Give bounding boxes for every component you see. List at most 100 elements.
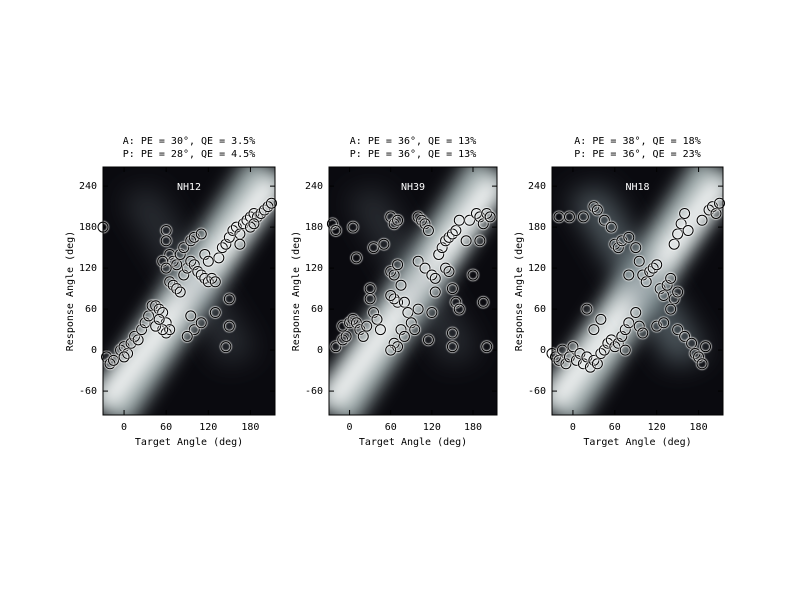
data-point xyxy=(241,214,253,226)
data-point xyxy=(710,207,722,219)
data-point xyxy=(446,228,458,240)
data-point xyxy=(591,358,603,370)
density-map xyxy=(329,167,497,415)
y-tick-label: 240 xyxy=(305,181,323,192)
data-point xyxy=(630,242,642,254)
data-point xyxy=(185,235,197,247)
data-point xyxy=(651,320,663,332)
data-point xyxy=(436,242,448,254)
data-point xyxy=(227,225,239,237)
data-point xyxy=(223,231,235,243)
density-map xyxy=(103,167,275,415)
data-point xyxy=(633,255,645,267)
data-point xyxy=(150,300,162,312)
data-point xyxy=(402,307,414,319)
data-point xyxy=(195,317,207,329)
data-point xyxy=(630,307,642,319)
data-point xyxy=(368,307,380,319)
chart-title: P: PE = 28°, QE = 4.5% xyxy=(123,149,255,160)
data-point xyxy=(392,259,404,271)
data-point xyxy=(605,221,617,233)
data-point xyxy=(326,218,338,230)
data-point xyxy=(707,201,719,213)
data-point xyxy=(104,358,116,370)
data-point xyxy=(443,266,455,278)
data-point xyxy=(609,341,621,353)
data-point xyxy=(422,225,434,237)
data-point xyxy=(340,330,352,342)
data-point xyxy=(385,344,397,356)
y-axis-label: Response Angle (deg) xyxy=(514,231,525,351)
subject-label: NH12 xyxy=(177,182,201,193)
data-point xyxy=(584,361,596,373)
data-point xyxy=(160,262,172,274)
data-point xyxy=(185,310,197,322)
data-point xyxy=(195,228,207,240)
data-point xyxy=(477,218,489,230)
data-point xyxy=(598,344,610,356)
data-point xyxy=(640,276,652,288)
x-tick-label: 180 xyxy=(241,422,259,433)
data-point xyxy=(122,348,134,360)
data-point xyxy=(429,272,441,284)
data-point xyxy=(337,334,349,346)
data-point xyxy=(160,235,172,247)
data-point xyxy=(703,204,715,216)
data-point xyxy=(385,266,397,278)
data-point xyxy=(202,255,214,267)
data-point xyxy=(654,283,666,295)
data-point xyxy=(251,211,263,223)
data-point xyxy=(426,269,438,281)
data-point xyxy=(153,313,165,325)
chart-title: A: PE = 30°, QE = 3.5% xyxy=(123,136,255,147)
data-point xyxy=(623,317,635,329)
data-point xyxy=(181,330,193,342)
panel: A: PE = 38°, QE = 18% P: PE = 36°, QE = 2… xyxy=(514,136,726,448)
data-point xyxy=(609,238,621,250)
data-point xyxy=(181,262,193,274)
data-point xyxy=(223,320,235,332)
data-point xyxy=(598,214,610,226)
data-point xyxy=(443,231,455,243)
data-point xyxy=(595,313,607,325)
data-point xyxy=(209,276,221,288)
data-point xyxy=(460,235,472,247)
y-tick-label: -60 xyxy=(305,386,323,397)
data-point xyxy=(647,262,659,274)
data-point xyxy=(146,300,158,312)
data-point xyxy=(679,207,691,219)
subject-label: NH39 xyxy=(401,182,425,193)
y-tick-label: 180 xyxy=(305,222,323,233)
data-point xyxy=(361,320,373,332)
data-point xyxy=(354,324,366,336)
data-point xyxy=(623,269,635,281)
data-point xyxy=(357,330,369,342)
data-point xyxy=(216,242,228,254)
data-point xyxy=(440,262,452,274)
data-point xyxy=(446,283,458,295)
data-point xyxy=(330,225,342,237)
data-point xyxy=(213,252,225,264)
data-point xyxy=(467,269,479,281)
data-point xyxy=(364,283,376,295)
data-point xyxy=(693,351,705,363)
data-point xyxy=(262,201,274,213)
data-point xyxy=(412,211,424,223)
density-secondary xyxy=(345,186,481,366)
data-point xyxy=(637,327,649,339)
data-point xyxy=(574,348,586,360)
data-point xyxy=(577,211,589,223)
data-point xyxy=(129,330,141,342)
y-tick-label: 180 xyxy=(528,222,546,233)
data-point xyxy=(392,296,404,308)
data-point xyxy=(392,341,404,353)
y-tick-label: 60 xyxy=(534,304,546,315)
data-point xyxy=(371,313,383,325)
data-point xyxy=(220,341,232,353)
y-tick-label: -60 xyxy=(79,386,97,397)
data-point xyxy=(167,255,179,267)
data-point xyxy=(563,211,575,223)
data-point xyxy=(453,214,465,226)
data-point xyxy=(581,351,593,363)
data-point xyxy=(412,255,424,267)
